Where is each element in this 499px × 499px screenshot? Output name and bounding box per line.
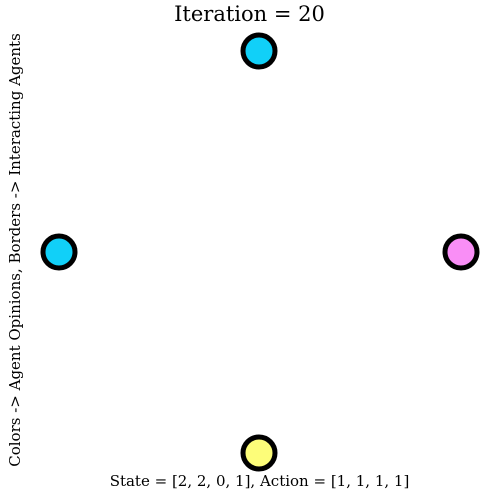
agent-bottom	[240, 434, 278, 472]
agent-right	[442, 233, 480, 271]
agent-left	[40, 233, 78, 271]
plot-title: Iteration = 20	[174, 2, 325, 26]
agent-top	[240, 32, 278, 70]
y-axis-label: Colors -> Agent Opinions, Borders -> Int…	[6, 33, 24, 467]
state-action-caption: State = [2, 2, 0, 1], Action = [1, 1, 1,…	[109, 472, 410, 490]
